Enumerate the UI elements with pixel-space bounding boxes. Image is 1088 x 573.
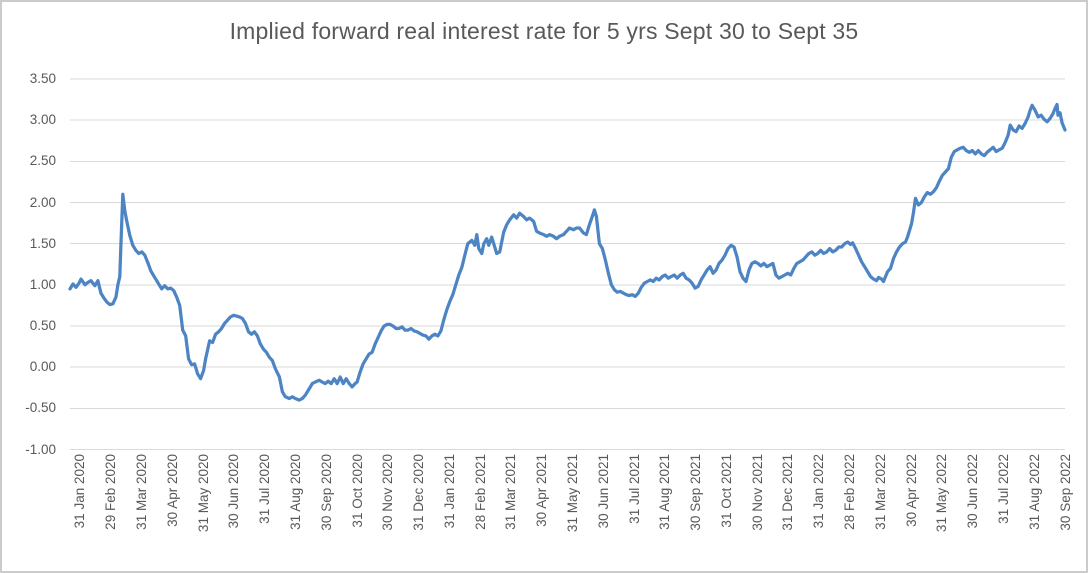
- chart-title: Implied forward real interest rate for 5…: [229, 18, 859, 44]
- x-axis-tick-label: 31 Dec 2021: [780, 454, 796, 531]
- x-axis-tick-label: 31 Mar 2020: [134, 454, 150, 530]
- y-axis-tick-label: 2.00: [29, 194, 56, 210]
- y-axis-tick-label: 0.00: [29, 359, 56, 375]
- x-axis-tick-label: 31 Oct 2020: [349, 454, 365, 528]
- x-axis-tick-label: 30 Sep 2021: [688, 454, 704, 531]
- x-axis-tick-label: 30 Jun 2022: [965, 454, 981, 529]
- y-axis-tick-label: 1.00: [29, 276, 56, 292]
- series-line: [68, 102, 1067, 402]
- x-axis-tick-label: 30 Nov 2020: [380, 454, 396, 531]
- x-axis-tick-label: 31 Jul 2022: [995, 454, 1011, 524]
- x-axis-tick-label: 30 Nov 2021: [749, 454, 765, 531]
- x-axis-tick-label: 30 Sep 2020: [318, 454, 334, 531]
- x-axis-tick-label: 29 Feb 2020: [103, 454, 119, 530]
- y-axis-tick-label: 1.50: [29, 235, 56, 251]
- y-axis-tick-label: 0.50: [29, 318, 56, 333]
- x-axis-tick-label: 31 Jul 2021: [626, 454, 642, 524]
- x-axis-tick-label: 31 Aug 2022: [1026, 454, 1042, 530]
- x-axis-tick-label: 31 Jan 2020: [72, 454, 88, 529]
- y-axis-tick-label: 2.50: [29, 153, 56, 169]
- x-axis-tick-label: 31 Oct 2021: [718, 454, 734, 528]
- x-axis-tick-label: 31 Mar 2021: [503, 454, 519, 530]
- x-axis-tick-label: 28 Feb 2022: [842, 454, 858, 530]
- x-axis-tick-label: 31 May 2022: [934, 454, 950, 533]
- x-axis-tick-label: 31 Dec 2020: [411, 454, 427, 531]
- x-axis-tick-label: 31 May 2020: [195, 454, 211, 533]
- x-axis-tick-label: 30 Jun 2020: [226, 454, 242, 529]
- x-axis-tick-label: 31 Jan 2021: [441, 454, 457, 529]
- y-axis-tick-label: -1.00: [25, 441, 56, 457]
- x-axis-tick-label: 28 Feb 2021: [472, 454, 488, 530]
- x-axis-tick-label: 31 May 2021: [564, 454, 580, 533]
- y-axis-tick-label: 3.00: [29, 112, 56, 128]
- x-axis-tick-label: 30 Apr 2021: [534, 454, 550, 527]
- x-axis-tick-label: 30 Jun 2021: [595, 454, 611, 529]
- x-axis-tick-label: 31 Aug 2021: [657, 454, 673, 530]
- y-axis-tick-label: -0.50: [25, 400, 56, 416]
- x-axis-tick-label: 31 Aug 2020: [287, 454, 303, 530]
- x-axis-tick-label: 30 Apr 2020: [164, 454, 180, 527]
- x-axis-tick-label: 30 Sep 2022: [1057, 454, 1073, 531]
- y-axis-tick-label: 3.50: [29, 71, 56, 86]
- x-axis-tick-label: 31 Jan 2022: [811, 454, 827, 529]
- x-axis-tick-label: 30 Apr 2022: [903, 454, 919, 527]
- x-axis-tick-label: 31 Mar 2022: [872, 454, 888, 530]
- x-axis-tick-label: 31 Jul 2020: [257, 454, 273, 524]
